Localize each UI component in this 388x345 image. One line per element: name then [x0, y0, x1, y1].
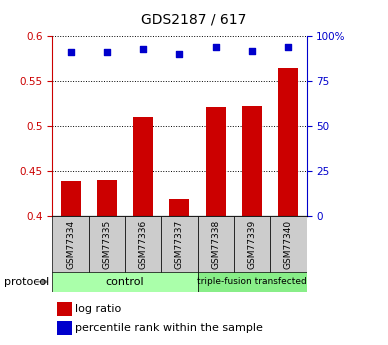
- Bar: [197, 272, 307, 292]
- Text: control: control: [106, 277, 144, 287]
- Text: GSM77338: GSM77338: [211, 219, 220, 269]
- Text: GDS2187 / 617: GDS2187 / 617: [141, 12, 247, 26]
- Bar: [234, 216, 270, 273]
- Bar: [270, 216, 307, 273]
- Bar: [133, 117, 153, 216]
- Point: [140, 46, 146, 51]
- Point: [213, 44, 219, 50]
- Text: GSM77337: GSM77337: [175, 219, 184, 269]
- Text: GSM77335: GSM77335: [102, 219, 111, 269]
- Bar: [89, 216, 125, 273]
- Point: [176, 51, 183, 57]
- Bar: [52, 216, 89, 273]
- Text: log ratio: log ratio: [75, 304, 121, 314]
- Bar: [206, 107, 226, 216]
- Point: [68, 50, 74, 55]
- Text: triple-fusion transfected: triple-fusion transfected: [197, 277, 307, 286]
- Bar: [278, 68, 298, 216]
- Text: percentile rank within the sample: percentile rank within the sample: [75, 323, 263, 333]
- Bar: [161, 216, 197, 273]
- Point: [104, 50, 110, 55]
- Bar: [242, 106, 262, 216]
- Bar: [52, 272, 197, 292]
- Point: [285, 44, 291, 50]
- Bar: [170, 199, 189, 216]
- Bar: [97, 180, 117, 216]
- Text: protocol: protocol: [4, 277, 49, 287]
- Text: GSM77334: GSM77334: [66, 219, 75, 269]
- Bar: [57, 322, 72, 335]
- Bar: [57, 302, 72, 316]
- Bar: [197, 216, 234, 273]
- Text: GSM77340: GSM77340: [284, 219, 293, 269]
- Bar: [125, 216, 161, 273]
- Bar: [61, 181, 81, 216]
- Text: GSM77339: GSM77339: [248, 219, 256, 269]
- Text: GSM77336: GSM77336: [139, 219, 148, 269]
- Point: [249, 48, 255, 53]
